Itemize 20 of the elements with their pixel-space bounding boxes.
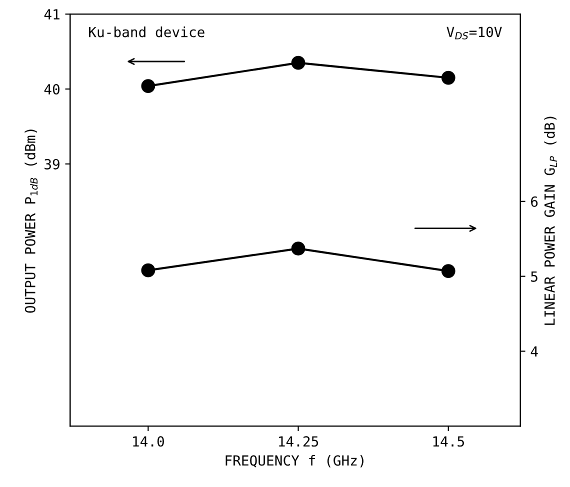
text: OUTPUT POWER P$_{1dB}$ (dBm) bbox=[24, 130, 38, 313]
y2-tick-label: 4 bbox=[530, 346, 538, 357]
y2-axis-title: LINEAR POWER GAIN G$_{LP}$ (dB) bbox=[544, 116, 557, 325]
y-tick-label: 39 bbox=[44, 158, 60, 170]
point bbox=[291, 56, 306, 70]
annotation: Ku-band device bbox=[89, 26, 204, 38]
annotation: V$_{DS}$=10V bbox=[446, 26, 502, 40]
point bbox=[441, 264, 456, 278]
point bbox=[141, 79, 156, 93]
x-tick-label: 14.0 bbox=[133, 436, 164, 447]
point bbox=[441, 70, 456, 85]
y2-tick-label: 6 bbox=[531, 196, 538, 207]
x-tick-label: 14.5 bbox=[433, 436, 464, 447]
y-tick-label: 40 bbox=[44, 84, 60, 95]
x-tick-label: 14.25 bbox=[279, 436, 318, 447]
y2-tick-label: 5 bbox=[531, 271, 538, 282]
x-axis-title: FREQUENCY f (GHz) bbox=[226, 454, 364, 468]
y-tick-label: 41 bbox=[44, 9, 60, 20]
point bbox=[141, 263, 156, 278]
point bbox=[291, 242, 306, 256]
